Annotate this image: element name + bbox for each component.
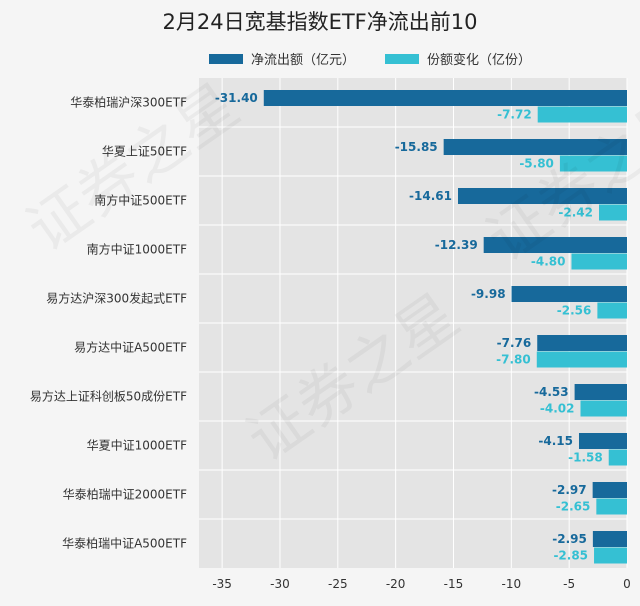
data-label: -2.65 [556,500,591,514]
bar-net-outflow [483,237,627,253]
bar-share-change [536,351,627,368]
data-label: -2.85 [553,549,588,563]
category-label: 易方达中证A500ETF [74,340,187,355]
data-label: -5.80 [519,157,554,171]
legend-label-net-outflow: 净流出额（亿元） [251,53,356,68]
category-label: 华泰柏瑞沪深300ETF [70,95,187,110]
category-label: 华夏上证50ETF [102,145,187,159]
bar-net-outflow [578,433,627,449]
data-label: -2.56 [557,304,592,318]
bar-net-outflow [457,188,627,204]
bar-share-change [596,498,627,515]
data-label: -2.42 [558,206,593,220]
data-label: -4.15 [538,434,573,448]
data-label: -4.53 [534,385,569,399]
data-label: -2.95 [552,532,587,546]
bar-net-outflow [592,482,627,498]
category-label: 华泰柏瑞中证A500ETF [62,536,187,551]
chart-legend: 净流出额（亿元） 份额变化（亿份） [0,49,640,68]
bar-share-change [597,302,627,319]
bar-net-outflow [537,335,627,351]
legend-label-share-change: 份额变化（亿份） [427,53,532,68]
x-tick-label: -20 [386,577,406,591]
bar-net-outflow [592,531,627,547]
bar-share-change [559,155,627,172]
x-tick-label: -25 [328,577,348,591]
x-tick-label: -5 [563,577,575,591]
category-label: 易方达沪深300发起式ETF [46,291,187,306]
x-tick-label: -10 [502,577,522,591]
legend-swatch-share-change [385,53,419,64]
x-tick-label: 0 [623,577,631,591]
bar-share-change [594,547,627,564]
chart-title: 2月24日宽基指数ETF净流出前10 [162,10,478,34]
data-label: -9.98 [471,287,506,301]
bar-net-outflow [511,286,627,302]
bar-net-outflow [443,139,627,155]
category-label: 华泰柏瑞中证2000ETF [63,487,187,502]
legend-item-net-outflow: 净流出额（亿元） [209,49,355,68]
x-tick-label: -30 [270,577,290,591]
x-tick-label: -35 [212,577,232,591]
data-label: -1.58 [568,451,603,465]
legend-swatch-net-outflow [209,53,243,64]
data-label: -12.39 [435,238,478,252]
x-tick-label: -15 [444,577,464,591]
data-label: -14.61 [409,189,452,203]
data-label: -7.76 [497,336,532,350]
legend-item-share-change: 份额变化（亿份） [385,49,531,68]
data-label: -15.85 [395,140,438,154]
category-label: 华夏中证1000ETF [87,438,187,453]
bar-share-change [608,449,627,466]
bar-share-change [599,204,627,221]
data-label: -31.40 [215,91,258,105]
data-label: -7.80 [496,353,531,367]
bar-net-outflow [574,384,627,400]
category-label: 易方达上证科创板50成份ETF [30,389,187,404]
data-label: -4.80 [531,255,566,269]
category-label: 南方中证500ETF [94,193,187,208]
data-label: -2.97 [552,483,587,497]
category-label: 南方中证1000ETF [87,242,187,257]
bar-share-change [537,106,627,123]
data-label: -7.72 [497,108,532,122]
bar-net-outflow [263,90,627,106]
bar-share-change [580,400,627,417]
data-label: -4.02 [540,402,575,416]
bar-share-change [571,253,627,270]
